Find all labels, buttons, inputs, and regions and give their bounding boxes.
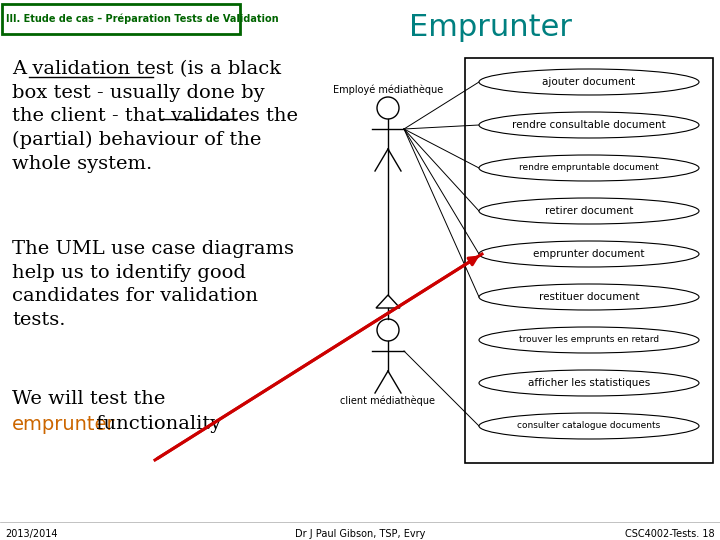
Ellipse shape [479,370,699,396]
Text: III. Etude de cas – Préparation Tests de Validation: III. Etude de cas – Préparation Tests de… [6,14,279,24]
Text: rendre consultable document: rendre consultable document [512,120,666,130]
Text: A validation test (is a black
box test - usually done by
the client - that valid: A validation test (is a black box test -… [12,60,298,173]
Text: client médiathèque: client médiathèque [341,396,436,407]
Text: We will test the: We will test the [12,390,166,408]
Text: emprunter: emprunter [12,415,116,434]
Text: consulter catalogue documents: consulter catalogue documents [518,422,661,430]
Ellipse shape [479,284,699,310]
Text: rendre empruntable document: rendre empruntable document [519,164,659,172]
Text: The UML use case diagrams
help us to identify good
candidates for validation
tes: The UML use case diagrams help us to ide… [12,240,294,329]
Ellipse shape [479,413,699,439]
Text: 2013/2014: 2013/2014 [5,529,58,539]
Text: CSC4002-Tests. 18: CSC4002-Tests. 18 [626,529,715,539]
Ellipse shape [479,69,699,95]
Text: Employé médiathèque: Employé médiathèque [333,84,443,95]
Ellipse shape [479,198,699,224]
Ellipse shape [479,112,699,138]
Bar [465,58,713,463]
Ellipse shape [479,241,699,267]
Text: retirer document: retirer document [545,206,633,216]
Ellipse shape [479,327,699,353]
Text: ajouter document: ajouter document [542,77,636,87]
Bar [2,4,240,34]
Text: trouver les emprunts en retard: trouver les emprunts en retard [519,335,659,345]
Text: Dr J Paul Gibson, TSP, Evry: Dr J Paul Gibson, TSP, Evry [294,529,426,539]
Text: restituer document: restituer document [539,292,639,302]
Ellipse shape [479,155,699,181]
Text: Emprunter: Emprunter [408,14,572,43]
Text: emprunter document: emprunter document [534,249,644,259]
Text: afficher les statistiques: afficher les statistiques [528,378,650,388]
Text: functionality: functionality [90,415,221,433]
